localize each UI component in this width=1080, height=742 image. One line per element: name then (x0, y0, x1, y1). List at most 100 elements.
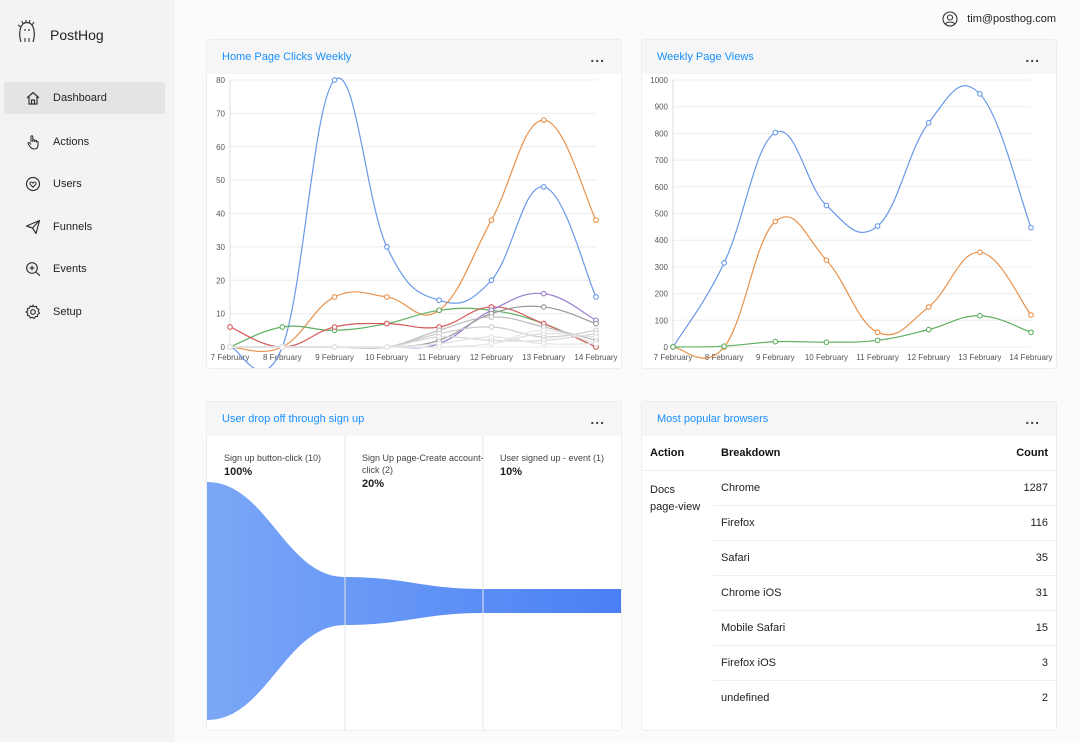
data-point[interactable] (384, 244, 390, 250)
data-point[interactable] (874, 329, 881, 336)
data-point[interactable] (331, 344, 338, 350)
count-cell: 31 (966, 575, 1056, 611)
x-tick-label: 10 February (365, 353, 408, 362)
more-menu-icon[interactable]: ... (1025, 49, 1040, 65)
x-tick-label: 8 February (263, 353, 302, 362)
y-tick-label: 70 (216, 109, 225, 118)
table-row: Mobile Safari 15 (642, 610, 1056, 646)
data-point[interactable] (488, 324, 495, 330)
data-point[interactable] (593, 294, 599, 300)
sidebar-item-actions[interactable]: Actions (4, 126, 165, 158)
count-cell: 3 (966, 645, 1056, 681)
more-menu-icon[interactable]: ... (590, 411, 605, 427)
sidebar-item-funnels[interactable]: Funnels (4, 211, 165, 243)
data-point[interactable] (436, 307, 442, 314)
data-point[interactable] (540, 340, 547, 347)
user-menu[interactable]: tim@posthog.com (942, 11, 1056, 27)
data-point[interactable] (436, 334, 442, 340)
weekly-page-views-card: Weekly Page Views ... 0 100 200 300 400 500 60… (642, 40, 1056, 368)
data-point[interactable] (540, 183, 547, 190)
data-point[interactable] (279, 324, 286, 330)
data-point[interactable] (227, 344, 233, 350)
more-menu-icon[interactable]: ... (1025, 411, 1040, 427)
breakdown-cell: Safari (713, 540, 966, 576)
data-point[interactable] (436, 297, 442, 304)
data-point[interactable] (721, 343, 727, 350)
sidebar-item-label: Actions (53, 136, 90, 148)
pointer-icon (24, 134, 41, 151)
x-tick-label: 7 February (654, 353, 693, 362)
data-point[interactable] (540, 327, 547, 334)
data-point[interactable] (540, 290, 547, 297)
data-point[interactable] (540, 304, 547, 310)
data-point[interactable] (772, 218, 779, 225)
data-point[interactable] (331, 77, 338, 83)
data-point[interactable] (925, 119, 932, 126)
data-point[interactable] (925, 326, 932, 333)
data-point[interactable] (1028, 312, 1034, 318)
data-point[interactable] (772, 129, 779, 136)
data-point[interactable] (1028, 224, 1034, 231)
card-title[interactable]: Most popular browsers (657, 413, 769, 425)
data-point[interactable] (384, 344, 390, 350)
data-point[interactable] (488, 217, 495, 224)
y-tick-label: 20 (216, 276, 225, 285)
sidebar-item-dashboard[interactable]: Dashboard (4, 82, 165, 114)
data-point[interactable] (1028, 329, 1034, 336)
more-menu-icon[interactable]: ... (590, 49, 605, 65)
data-point[interactable] (977, 91, 983, 97)
count-cell: 35 (966, 540, 1056, 576)
data-point[interactable] (540, 117, 547, 123)
table-row: Safari 35 (642, 540, 1056, 576)
data-point[interactable] (593, 320, 599, 327)
data-point[interactable] (227, 324, 233, 330)
data-point[interactable] (384, 294, 390, 300)
funnel-step-name: Sign up button-click (10) (224, 453, 322, 463)
data-point[interactable] (384, 320, 390, 327)
data-point[interactable] (593, 334, 599, 340)
data-point[interactable] (977, 249, 983, 256)
data-point[interactable] (593, 217, 599, 224)
data-point[interactable] (823, 339, 830, 346)
y-tick-label: 30 (216, 243, 225, 252)
data-point[interactable] (593, 340, 599, 347)
data-point[interactable] (488, 334, 495, 340)
data-point[interactable] (488, 314, 495, 320)
column-header-action: Action (642, 436, 713, 471)
breakdown-cell: undefined (721, 691, 770, 704)
data-point[interactable] (488, 340, 495, 347)
card-title[interactable]: Weekly Page Views (657, 51, 754, 63)
sidebar-item-label: Events (53, 263, 87, 275)
table-row: Firefox iOS 3 (642, 645, 1056, 681)
data-point[interactable] (772, 338, 779, 345)
data-point[interactable] (721, 260, 727, 266)
data-point[interactable] (670, 344, 676, 350)
sidebar-item-setup[interactable]: Setup (4, 296, 165, 328)
series-line (230, 329, 597, 348)
card-title[interactable]: Home Page Clicks Weekly (222, 51, 352, 63)
breakdown-cell: Chrome (713, 470, 966, 506)
table-row: Firefox 116 (642, 505, 1056, 541)
sidebar-item-events[interactable]: Events (4, 253, 165, 285)
breakdown-cell: Mobile Safari (713, 610, 966, 646)
data-point[interactable] (436, 344, 442, 350)
logo[interactable]: PostHog (16, 19, 104, 49)
y-tick-label: 200 (655, 290, 669, 299)
data-point[interactable] (977, 312, 983, 319)
sidebar-item-users[interactable]: Users (4, 168, 165, 200)
data-point[interactable] (925, 304, 932, 310)
user-email: tim@posthog.com (967, 13, 1056, 25)
table-header-row: Action Breakdown Count (642, 436, 1056, 471)
home-page-clicks-card: Home Page Clicks Weekly ... 0 10 20 30 40 50 6… (207, 40, 621, 368)
data-point[interactable] (874, 337, 881, 344)
data-point[interactable] (488, 277, 495, 284)
data-point[interactable] (279, 344, 286, 350)
data-point[interactable] (331, 294, 338, 300)
data-point[interactable] (823, 257, 830, 264)
data-point[interactable] (823, 202, 830, 209)
action-name: Docs (650, 483, 676, 496)
data-point[interactable] (331, 324, 338, 330)
data-point[interactable] (874, 223, 881, 229)
card-title[interactable]: User drop off through sign up (222, 413, 365, 425)
card-header: User drop off through sign up ... (207, 402, 621, 436)
